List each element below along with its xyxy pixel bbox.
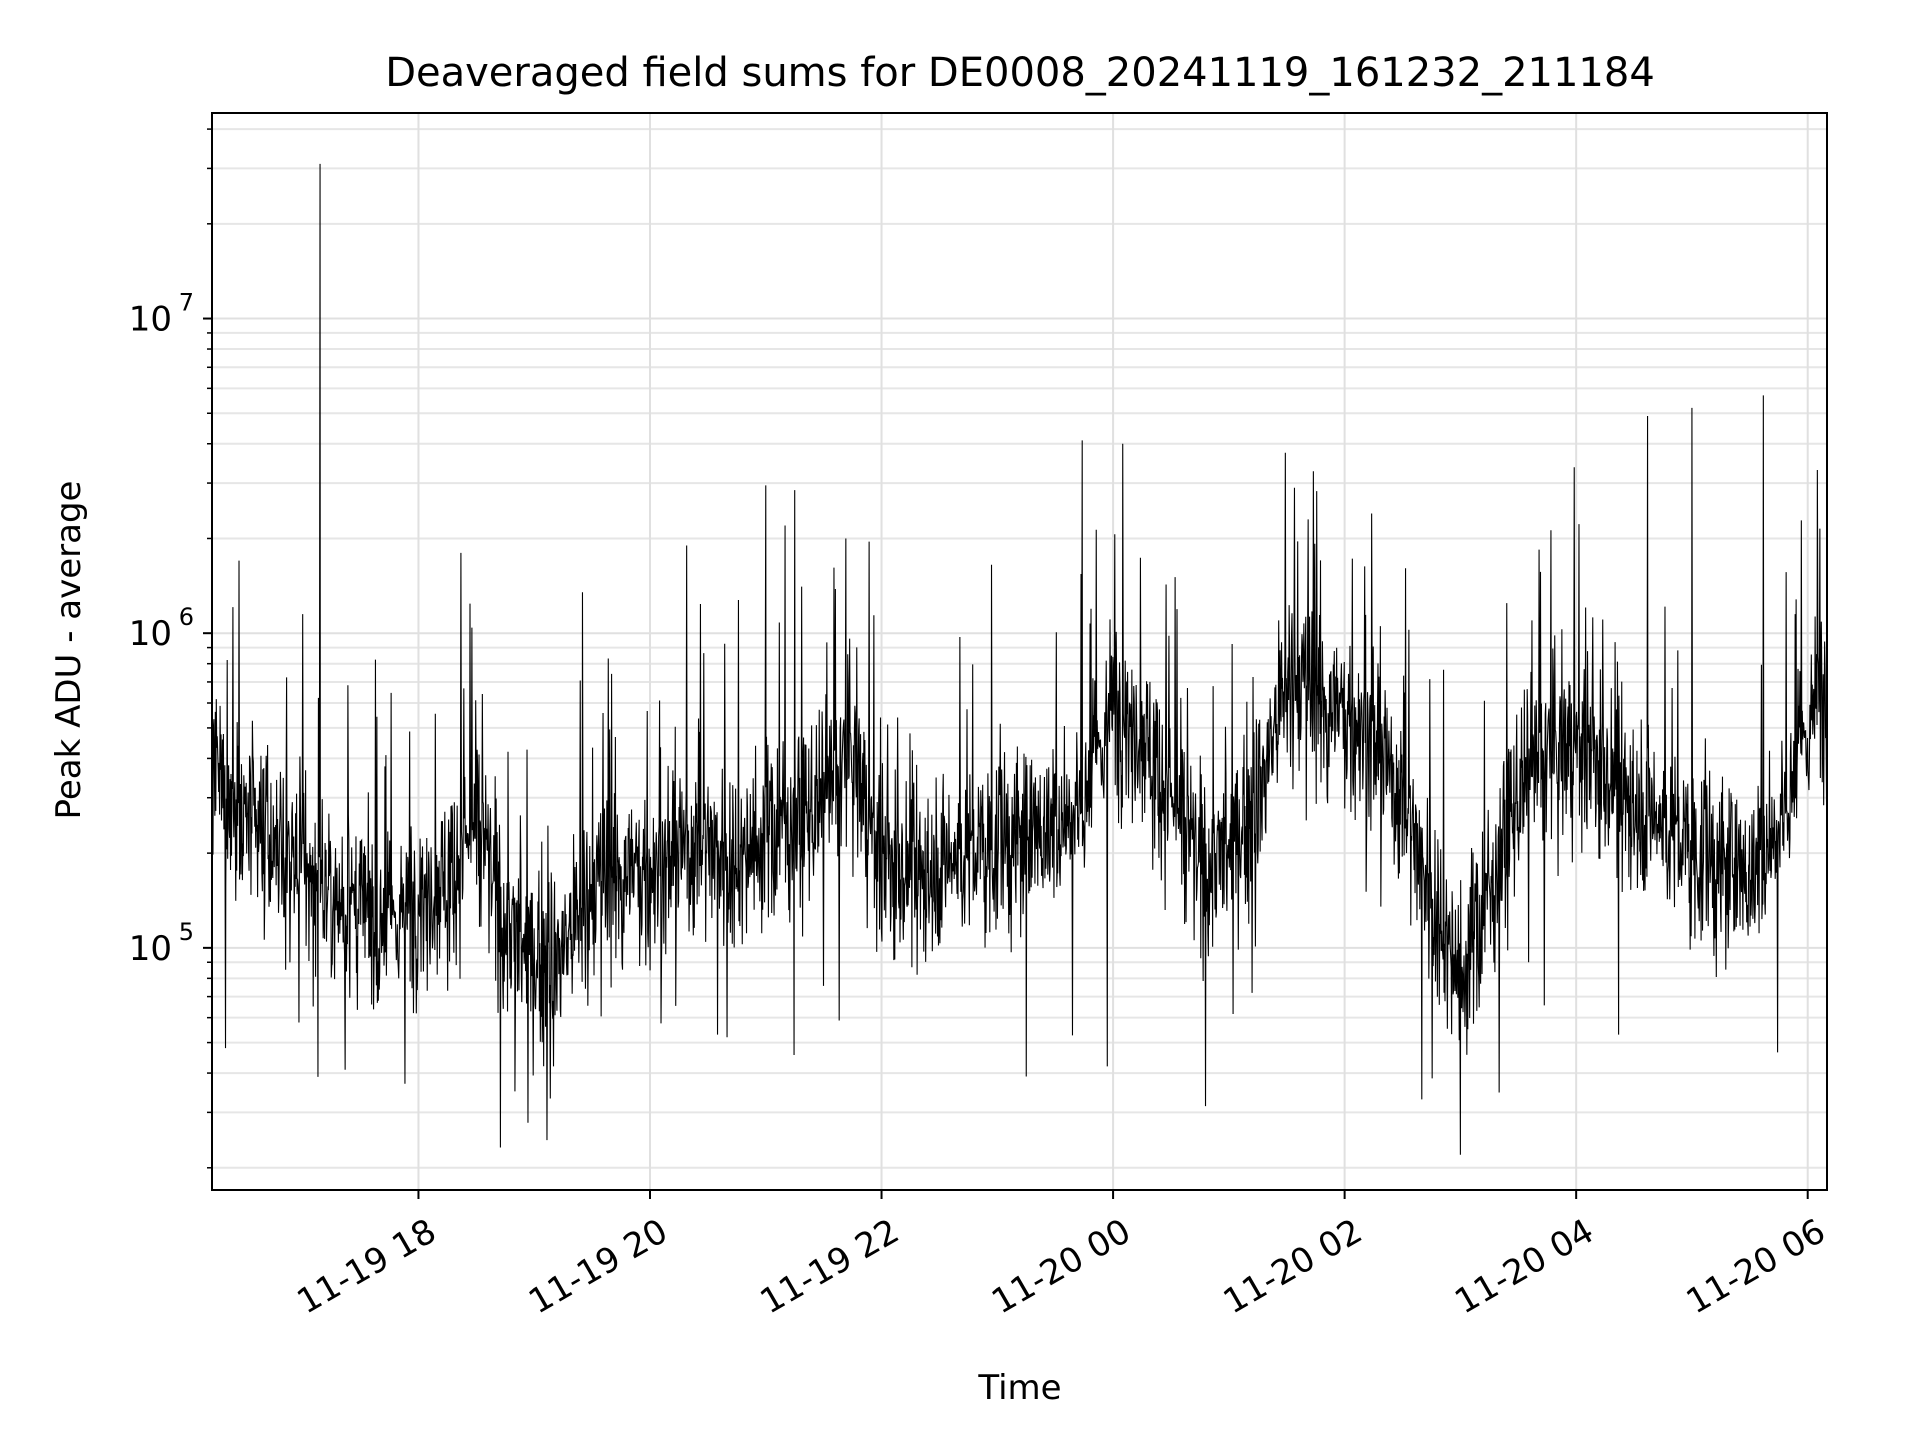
y-tick-label: 10 (129, 929, 172, 969)
y-axis-label: Peak ADU - average (49, 481, 89, 820)
series-path (211, 163, 1828, 1155)
chart-title: Deaveraged field sums for DE0008_2024111… (385, 50, 1655, 96)
x-axis-label: Time (977, 1368, 1061, 1408)
series-line (211, 163, 1828, 1155)
y-tick-exponent: 6 (179, 603, 194, 631)
y-tick-label: 10 (129, 614, 172, 654)
y-tick-exponent: 7 (179, 289, 194, 317)
plot-area-frame (211, 112, 1828, 1191)
y-tick-label: 10 (129, 300, 172, 340)
y-tick-exponent: 5 (179, 918, 194, 946)
